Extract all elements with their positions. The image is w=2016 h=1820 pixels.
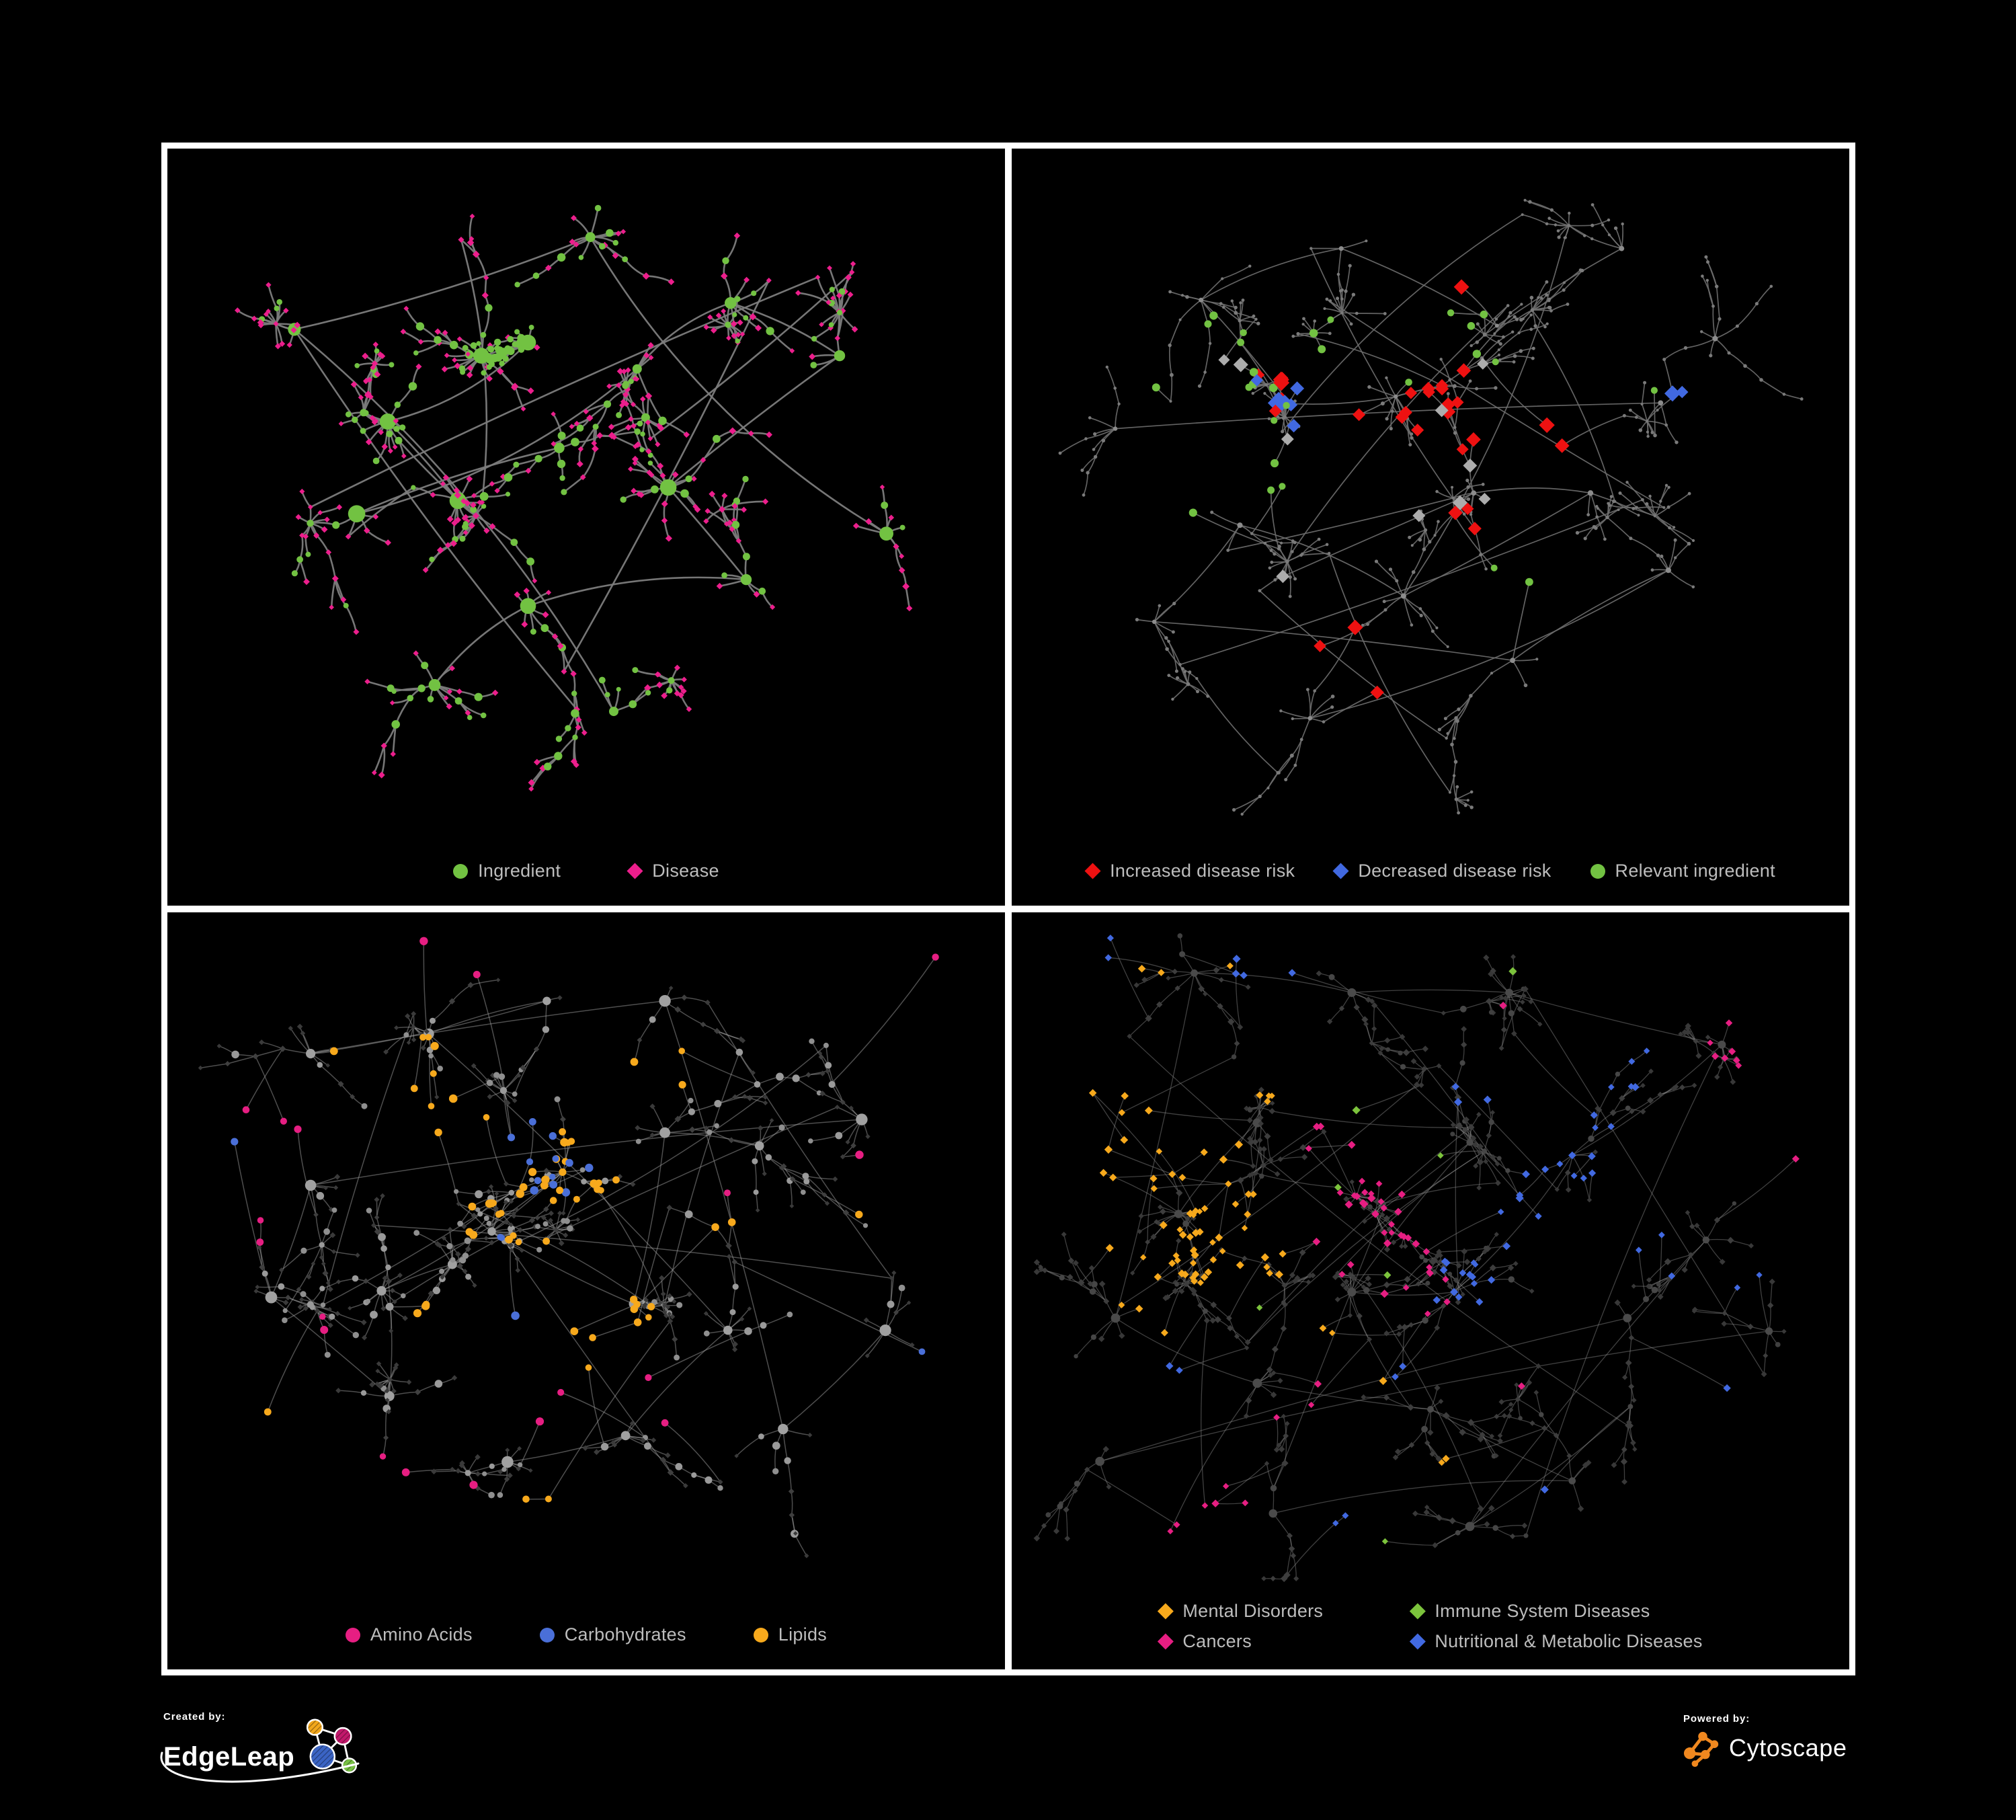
legend-item: Carbohydrates [539,1624,686,1645]
nutritional-metabolic-diamond-icon [1409,1633,1426,1650]
lipids-circle-icon [753,1627,768,1643]
legend-label: Increased disease risk [1110,861,1295,881]
legend-item: Mental Disorders [1157,1601,1410,1622]
legend-label: Mental Disorders [1182,1601,1324,1621]
legend-item: Immune System Diseases [1409,1601,1702,1622]
legend-label: Amino Acids [370,1624,473,1645]
legend-label: Carbohydrates [564,1624,686,1645]
ingredient-circle-icon [453,863,469,879]
legend-item: Amino Acids [345,1624,473,1645]
legend-label: Cancers [1182,1631,1252,1651]
cancers-diamond-icon [1157,1633,1174,1650]
amino-acids-circle-icon [345,1627,360,1643]
disease-diamond-icon [627,863,643,879]
panel-nutrient-classes: Amino Acids Carbohydrates Lipids [167,912,1005,1669]
legend-label: Disease [652,861,719,881]
network-graph [198,937,939,1558]
legend-item: Disease [627,861,719,881]
powered-by-label: Powered by: [1683,1713,1750,1725]
legend-item: Relevant ingredient [1590,861,1775,881]
legend-label: Immune System Diseases [1435,1601,1650,1621]
mental-disorders-diamond-icon [1157,1603,1174,1620]
immune-system-diamond-icon [1409,1603,1426,1620]
legend-ingredient-disease: Ingredient Disease [167,861,1005,881]
cytoscape-wordmark: Cytoscape [1729,1734,1847,1762]
edgeleap-molecule-icon [307,1718,358,1774]
panel-disease-categories: Mental Disorders Immune System Diseases … [1012,912,1849,1669]
panel-ingredient-disease: Ingredient Disease [167,149,1005,906]
legend-item: Ingredient [453,861,561,881]
legend-item: Nutritional & Metabolic Diseases [1409,1631,1703,1652]
legend-disease-risk: Increased disease risk Decreased disease… [1012,861,1849,881]
edgeleap-logo: Created by: EdgeLeap [160,1711,385,1787]
legend-item: Lipids [753,1624,828,1645]
legend-label: Lipids [778,1624,828,1645]
legend-item: Decreased disease risk [1332,861,1551,881]
legend-item: Cancers [1157,1631,1410,1652]
relevant-ingredient-circle-icon [1590,863,1605,879]
legend-item: Increased disease risk [1084,861,1295,881]
created-by-label: Created by: [163,1711,226,1723]
carbohydrates-circle-icon [539,1627,555,1643]
legend-disease-categories: Mental Disorders Immune System Diseases … [1157,1601,1703,1652]
edgeleap-wordmark: EdgeLeap [163,1742,295,1772]
increased-risk-diamond-icon [1084,863,1101,879]
decreased-risk-diamond-icon [1332,863,1349,879]
legend-label: Ingredient [478,861,561,881]
panel-grid-frame: Ingredient Disease Increased disease ris… [161,143,1855,1675]
legend-label: Decreased disease risk [1358,861,1551,881]
network-graph [1033,933,1800,1583]
panel-disease-risk: Increased disease risk Decreased disease… [1012,149,1849,906]
legend-label: Nutritional & Metabolic Diseases [1435,1631,1703,1651]
network-graph [235,204,913,792]
legend-nutrient-classes: Amino Acids Carbohydrates Lipids [167,1624,1005,1645]
network-graph [1058,198,1804,816]
legend-label: Relevant ingredient [1615,861,1775,881]
cytoscape-molecule-icon [1683,1731,1719,1768]
cytoscape-logo: Powered by: Cytoscape [1683,1713,1912,1768]
